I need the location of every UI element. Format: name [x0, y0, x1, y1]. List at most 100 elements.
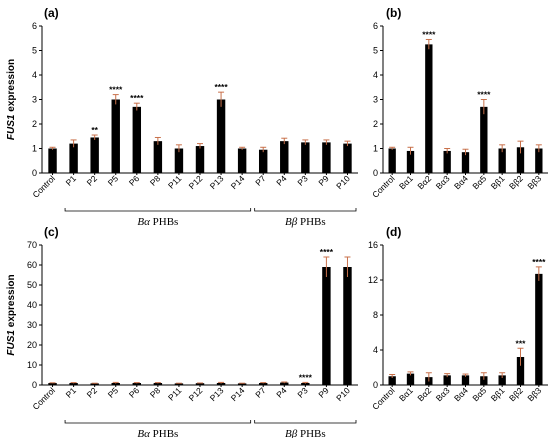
category-label: P12: [187, 173, 205, 191]
y-tick-label: 60: [27, 260, 37, 270]
category-label: P7: [253, 173, 268, 188]
bar-P4: [280, 141, 289, 173]
y-tick-label: 0: [373, 380, 378, 390]
bar-P1: [69, 383, 78, 385]
significance-marker: ****: [477, 90, 491, 100]
bar-Bα1: [406, 373, 415, 385]
y-tick-label: 20: [27, 340, 37, 350]
category-label: P4: [274, 385, 289, 400]
group-bracket: [254, 420, 357, 424]
group-label: Bα PHBs: [137, 216, 178, 228]
bar-P12: [195, 383, 205, 385]
category-label: Bα1: [397, 385, 415, 403]
bar-Bβ3: [535, 148, 543, 173]
bar-Bα5: [480, 376, 488, 385]
bar-P5: [111, 383, 120, 385]
bar-P11: [174, 383, 184, 385]
bar-P9: [322, 267, 331, 385]
y-tick-label: 1: [373, 144, 378, 154]
category-label: P10: [334, 173, 352, 191]
category-label: Bα3: [434, 173, 452, 191]
category-label: P10: [334, 385, 352, 403]
y-tick-label: 3: [373, 95, 378, 105]
y-axis-label-rest: expression: [6, 274, 17, 330]
group-label-prefix: Bβ: [285, 216, 298, 228]
bar-P1: [69, 143, 78, 173]
y-tick-label: 70: [27, 240, 37, 250]
y-tick-label: 8: [373, 310, 378, 320]
category-label: P3: [295, 385, 310, 400]
group-label: Bβ PHBs: [285, 216, 326, 228]
category-label: Bβ2: [507, 173, 525, 191]
bar-Control: [48, 148, 57, 173]
bar-Bβ1: [498, 148, 506, 173]
bar-P6: [132, 383, 142, 385]
bar-Bα1: [406, 150, 415, 173]
bar-Control: [388, 376, 396, 385]
group-label-prefix: Bβ: [285, 428, 298, 438]
category-label: P5: [106, 173, 121, 188]
category-label: P14: [229, 385, 247, 403]
y-axis-label: FUS1 expression: [6, 59, 17, 140]
category-label: P6: [127, 385, 142, 400]
group-label-prefix: Bα: [137, 428, 150, 438]
category-label: P5: [106, 385, 121, 400]
category-label: P12: [187, 385, 205, 403]
bar-P5: [111, 99, 120, 173]
bar-Bβ2: [516, 147, 525, 173]
category-label: P13: [208, 385, 226, 403]
y-tick-label: 2: [373, 119, 378, 129]
y-tick-label: 30: [27, 320, 37, 330]
category-label: P4: [274, 173, 289, 188]
y-tick-label: 6: [32, 21, 37, 31]
bar-P9: [322, 142, 331, 173]
y-tick-label: 2: [32, 119, 37, 129]
bar-Bβ3: [535, 273, 543, 385]
group-label-suffix: PHBs: [297, 428, 325, 438]
group-label-suffix: PHBs: [297, 216, 325, 228]
category-label: P3: [295, 173, 310, 188]
category-label: P1: [64, 385, 79, 400]
y-tick-label: 40: [27, 300, 37, 310]
category-label: Bβ3: [525, 173, 543, 191]
y-tick-label: 5: [32, 46, 37, 56]
bar-P8: [153, 383, 163, 385]
y-tick-label: 5: [373, 46, 378, 56]
category-label: P8: [148, 173, 163, 188]
category-label: P9: [316, 173, 331, 188]
bar-Bα3: [443, 150, 451, 173]
y-tick-label: 4: [373, 345, 378, 355]
bar-P13: [216, 383, 226, 385]
bar-P7: [258, 383, 268, 385]
category-label: P13: [208, 173, 226, 191]
bar-P11: [174, 148, 184, 173]
category-label: P2: [85, 385, 100, 400]
bar-Bβ1: [498, 375, 506, 385]
panel-label: (b): [386, 6, 401, 20]
group-bracket: [64, 420, 252, 424]
bar-Control: [48, 383, 57, 385]
category-label: P2: [85, 173, 100, 188]
category-label: P9: [316, 385, 331, 400]
bar-Bα5: [480, 106, 488, 173]
bar-P12: [195, 146, 205, 173]
significance-marker: ****: [299, 372, 313, 382]
significance-marker: ****: [320, 247, 334, 257]
category-label: Bα5: [470, 385, 488, 403]
y-tick-label: 0: [32, 168, 37, 178]
significance-marker: ****: [109, 85, 123, 95]
y-tick-label: 0: [32, 380, 37, 390]
group-bracket: [254, 208, 357, 212]
bar-P14: [237, 383, 247, 385]
group-label-suffix: PHBs: [150, 428, 178, 438]
group-label-prefix: Bα: [137, 216, 150, 228]
y-axis-label-gene: FUS1: [6, 330, 17, 356]
significance-marker: ****: [130, 93, 144, 103]
category-label: Bα1: [397, 173, 415, 191]
y-axis-label: FUS1 expression: [6, 274, 17, 355]
category-label: P11: [166, 173, 184, 191]
group-bracket: [64, 208, 252, 212]
